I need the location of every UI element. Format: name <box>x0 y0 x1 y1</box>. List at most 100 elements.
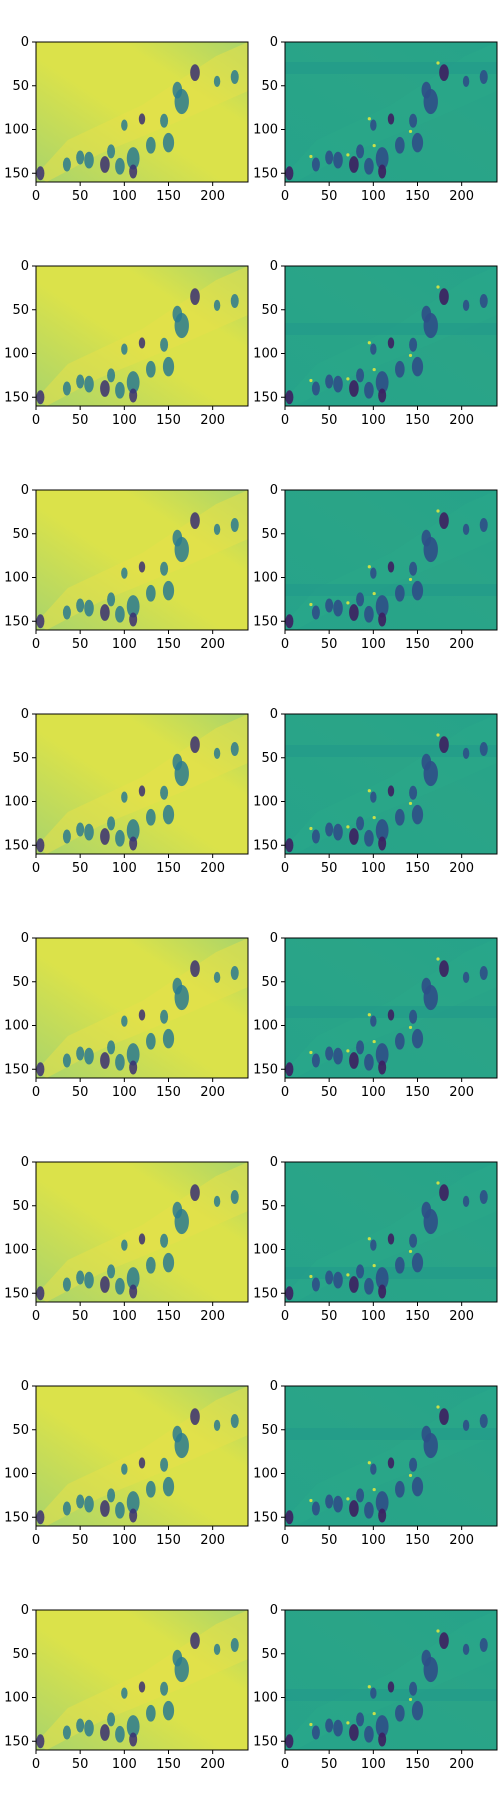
figure-blob <box>378 836 387 851</box>
x-tick-label: 150 <box>156 1533 181 1548</box>
x-tick-label: 100 <box>361 1533 386 1548</box>
figure-blob <box>115 381 125 399</box>
figure-blob <box>375 1267 389 1290</box>
figure-blob <box>375 371 389 394</box>
figure-blob <box>349 1724 359 1741</box>
x-tick-label: 50 <box>321 413 338 428</box>
highlight-speck <box>372 1487 376 1492</box>
x-tick-label: 100 <box>112 1533 137 1548</box>
figure-blob <box>100 604 110 621</box>
figure-blob <box>213 1643 221 1655</box>
y-tick-label: 0 <box>270 1379 278 1394</box>
y-tick-label: 150 <box>4 1062 29 1077</box>
x-tick-label: 0 <box>32 861 40 876</box>
figure-blob <box>100 156 110 173</box>
figure-blob <box>364 381 374 399</box>
y-tick-label: 50 <box>12 527 29 542</box>
figure-blob <box>356 1488 365 1503</box>
figure-blob <box>126 1491 140 1514</box>
highlight-speck <box>372 815 376 820</box>
figure-blob <box>395 360 405 378</box>
y-tick-label: 150 <box>4 614 29 629</box>
x-tick-label: 100 <box>112 1309 137 1324</box>
x-tick-label: 100 <box>112 637 137 652</box>
x-tick-label: 100 <box>112 1085 137 1100</box>
x-tick-label: 200 <box>200 1757 225 1772</box>
x-tick-label: 50 <box>321 1085 338 1100</box>
y-tick-label: 0 <box>21 707 29 722</box>
figure-blob <box>378 1732 387 1747</box>
figure-blob <box>172 81 183 99</box>
highlight-speck <box>436 509 440 513</box>
figure-blob <box>121 119 128 131</box>
figure-blob <box>370 119 377 131</box>
figure-blob <box>115 1053 125 1071</box>
highlight-speck <box>309 1274 313 1279</box>
figure-blob <box>230 966 239 980</box>
artifact-stripe <box>285 323 497 335</box>
highlight-speck <box>367 341 371 345</box>
figure-blob <box>190 1408 200 1426</box>
x-tick-label: 0 <box>281 1533 289 1548</box>
detail-residual-panel-r6: 0 50 100 150 200 0 50 100 150 <box>253 1155 498 1324</box>
highlight-speck <box>346 1049 350 1053</box>
figure-blob <box>115 829 125 847</box>
x-tick-label: 200 <box>200 413 225 428</box>
y-tick-label: 50 <box>12 751 29 766</box>
figure-blob <box>129 1284 138 1299</box>
axes-frame <box>284 1161 498 1303</box>
x-tick-label: 0 <box>32 1757 40 1772</box>
figure-blob <box>121 343 128 355</box>
highlight-speck <box>408 1697 413 1702</box>
figure-blob <box>349 828 359 845</box>
detail-residual-panel-r1: 0 50 100 150 200 0 50 100 150 <box>253 35 498 204</box>
highlight-speck <box>436 733 440 737</box>
figure-blob <box>370 567 377 579</box>
figure-blob <box>160 1233 169 1248</box>
figure-blob <box>230 742 239 756</box>
y-tick-label: 0 <box>270 707 278 722</box>
y-tick-label: 0 <box>270 259 278 274</box>
figure-blob <box>100 828 110 845</box>
y-tick-label: 50 <box>261 1647 278 1662</box>
figure-blob <box>76 374 85 389</box>
figure-blob <box>349 1276 359 1293</box>
figure-blob <box>479 1638 488 1652</box>
highlight-speck <box>367 1013 371 1017</box>
smoothed-heatmap-panel-r1: 0 50 100 150 200 0 50 100 150 <box>4 35 249 204</box>
figure-blob <box>76 150 85 165</box>
x-tick-label: 200 <box>449 189 474 204</box>
y-tick-label: 150 <box>4 166 29 181</box>
y-tick-label: 0 <box>270 931 278 946</box>
figure-blob <box>190 64 200 82</box>
figure-blob <box>325 1270 334 1285</box>
highlight-speck <box>436 285 440 289</box>
figure-blob <box>230 518 239 532</box>
figure-blob <box>160 561 169 576</box>
figure-blob <box>325 374 334 389</box>
figure-blob <box>364 605 374 623</box>
figure-blob <box>421 529 432 547</box>
figure-blob <box>36 390 45 405</box>
figure-blob <box>479 1190 488 1204</box>
highlight-speck <box>408 129 413 134</box>
y-tick-label: 50 <box>12 303 29 318</box>
figure-blob <box>285 1734 294 1749</box>
y-tick-label: 100 <box>253 1467 278 1482</box>
figure-blob <box>378 1060 387 1075</box>
figure-blob <box>411 580 424 601</box>
highlight-speck <box>408 1473 413 1478</box>
highlight-speck <box>408 1025 413 1030</box>
figure-blob <box>325 598 334 613</box>
figure-blob <box>107 144 116 159</box>
highlight-speck <box>346 601 350 605</box>
figure-blob <box>126 819 140 842</box>
figure-blob <box>146 360 156 378</box>
figure-blob <box>84 823 94 841</box>
figure-blob <box>356 1040 365 1055</box>
figure-blob <box>129 388 138 403</box>
highlight-speck <box>372 1263 376 1268</box>
figure-blob <box>138 1233 146 1245</box>
figure-blob <box>107 1488 116 1503</box>
